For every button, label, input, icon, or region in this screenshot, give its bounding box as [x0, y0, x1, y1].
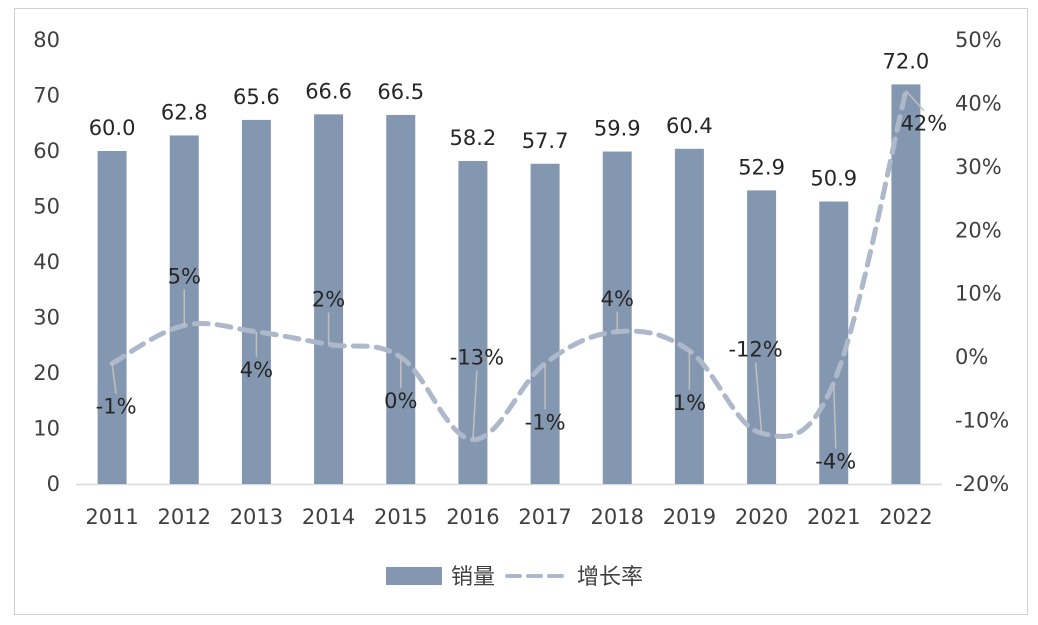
- left-y-axis: 0 10 20 30 40 50 60 70 80: [33, 28, 60, 496]
- bar: [241, 119, 271, 485]
- bar-value-label: 57.7: [522, 129, 569, 153]
- bar-value-labels: 60.0 62.8 65.6 66.6 66.5 58.2 57.7 59.9 60.4 52.9…: [89, 49, 930, 190]
- bar-value-label: 66.5: [377, 80, 424, 104]
- right-y-axis: -20% -10% 0% 10% 20% 30% 40% 50%: [955, 28, 1009, 496]
- bar-value-label: 58.2: [450, 126, 497, 150]
- bar: [674, 148, 704, 484]
- leader-line: [754, 362, 763, 434]
- bar-value-label: 59.9: [594, 117, 641, 141]
- right-axis-tick-label: 30%: [955, 155, 1002, 179]
- bar-value-label: 65.6: [233, 85, 280, 109]
- right-axis-tick-label: 0%: [955, 345, 988, 369]
- left-axis-tick-label: 10: [33, 417, 60, 441]
- x-axis-tick-label: 2020: [735, 505, 788, 529]
- bar-value-label: 66.6: [305, 79, 352, 103]
- x-axis-labels: 2011 2012 2013 2014 2015 2016 2017 2018 2019 2020…: [85, 505, 932, 529]
- bar: [314, 114, 344, 485]
- growth-rate-label: 4%: [601, 287, 634, 311]
- left-axis-tick-label: 70: [33, 84, 60, 108]
- growth-rate-label: 5%: [168, 264, 201, 288]
- right-axis-tick-label: 50%: [955, 28, 1002, 52]
- x-axis-tick-label: 2014: [302, 505, 355, 529]
- legend-swatch-bar: [386, 567, 442, 585]
- growth-rate-labels: -1% 5% 4% 2% 0% -13% -1% 4% 1% -12% -4% 42%: [96, 90, 948, 474]
- left-axis-tick-label: 0: [47, 472, 60, 496]
- leader-line: [833, 382, 837, 449]
- x-axis-tick-label: 2019: [663, 505, 716, 529]
- x-axis-tick-label: 2022: [879, 505, 932, 529]
- right-axis-tick-label: -20%: [955, 472, 1009, 496]
- x-axis-tick-label: 2018: [591, 505, 644, 529]
- left-axis-tick-label: 40: [33, 250, 60, 274]
- growth-line-series: [109, 88, 909, 443]
- growth-rate-label: -13%: [450, 346, 504, 370]
- bar: [386, 114, 416, 485]
- left-axis-tick-label: 60: [33, 139, 60, 163]
- bar: [97, 151, 127, 484]
- x-axis-tick-label: 2015: [374, 505, 427, 529]
- left-axis-tick-label: 20: [33, 361, 60, 385]
- growth-rate-label: -12%: [728, 337, 782, 361]
- x-axis-tick-label: 2016: [446, 505, 499, 529]
- x-axis-tick-label: 2021: [807, 505, 860, 529]
- left-axis-tick-label: 50: [33, 195, 60, 219]
- right-axis-tick-label: 40%: [955, 91, 1002, 115]
- growth-rate-label: -4%: [815, 450, 856, 474]
- bar-value-label: 62.8: [161, 100, 208, 124]
- leader-line: [905, 90, 925, 112]
- growth-rate-label: -1%: [96, 394, 137, 418]
- growth-rate-label: 4%: [240, 358, 273, 382]
- x-axis-tick-label: 2011: [85, 505, 138, 529]
- x-axis-tick-label: 2013: [230, 505, 283, 529]
- growth-rate-label: 42%: [901, 112, 948, 136]
- bar: [891, 84, 921, 485]
- bar-value-label: 50.9: [810, 167, 857, 191]
- bar: [530, 163, 560, 484]
- bar-value-label: 60.4: [666, 114, 713, 138]
- legend: 销量 增长率: [386, 565, 643, 590]
- legend-label-line: 增长率: [577, 565, 643, 590]
- growth-rate-label: 1%: [673, 391, 706, 415]
- bar-value-label: 52.9: [738, 155, 785, 179]
- growth-line: [109, 88, 909, 443]
- right-axis-tick-label: 10%: [955, 282, 1002, 306]
- x-axis-tick-label: 2012: [158, 505, 211, 529]
- growth-rate-label: 0%: [384, 389, 417, 413]
- right-axis-tick-label: -10%: [955, 409, 1009, 433]
- x-axis-tick-label: 2017: [518, 505, 571, 529]
- right-axis-tick-label: 20%: [955, 218, 1002, 242]
- leader-line: [472, 370, 478, 440]
- growth-rate-label: 2%: [312, 287, 345, 311]
- legend-label-bar: 销量: [451, 565, 495, 590]
- bar-value-label: 72.0: [883, 49, 930, 73]
- bar-series: [97, 84, 921, 485]
- leader-line: [111, 363, 117, 394]
- left-axis-tick-label: 30: [33, 306, 60, 330]
- growth-rate-label: -1%: [525, 410, 566, 434]
- bar-value-label: 60.0: [89, 116, 136, 140]
- left-axis-tick-label: 80: [33, 28, 60, 52]
- bar: [819, 201, 849, 484]
